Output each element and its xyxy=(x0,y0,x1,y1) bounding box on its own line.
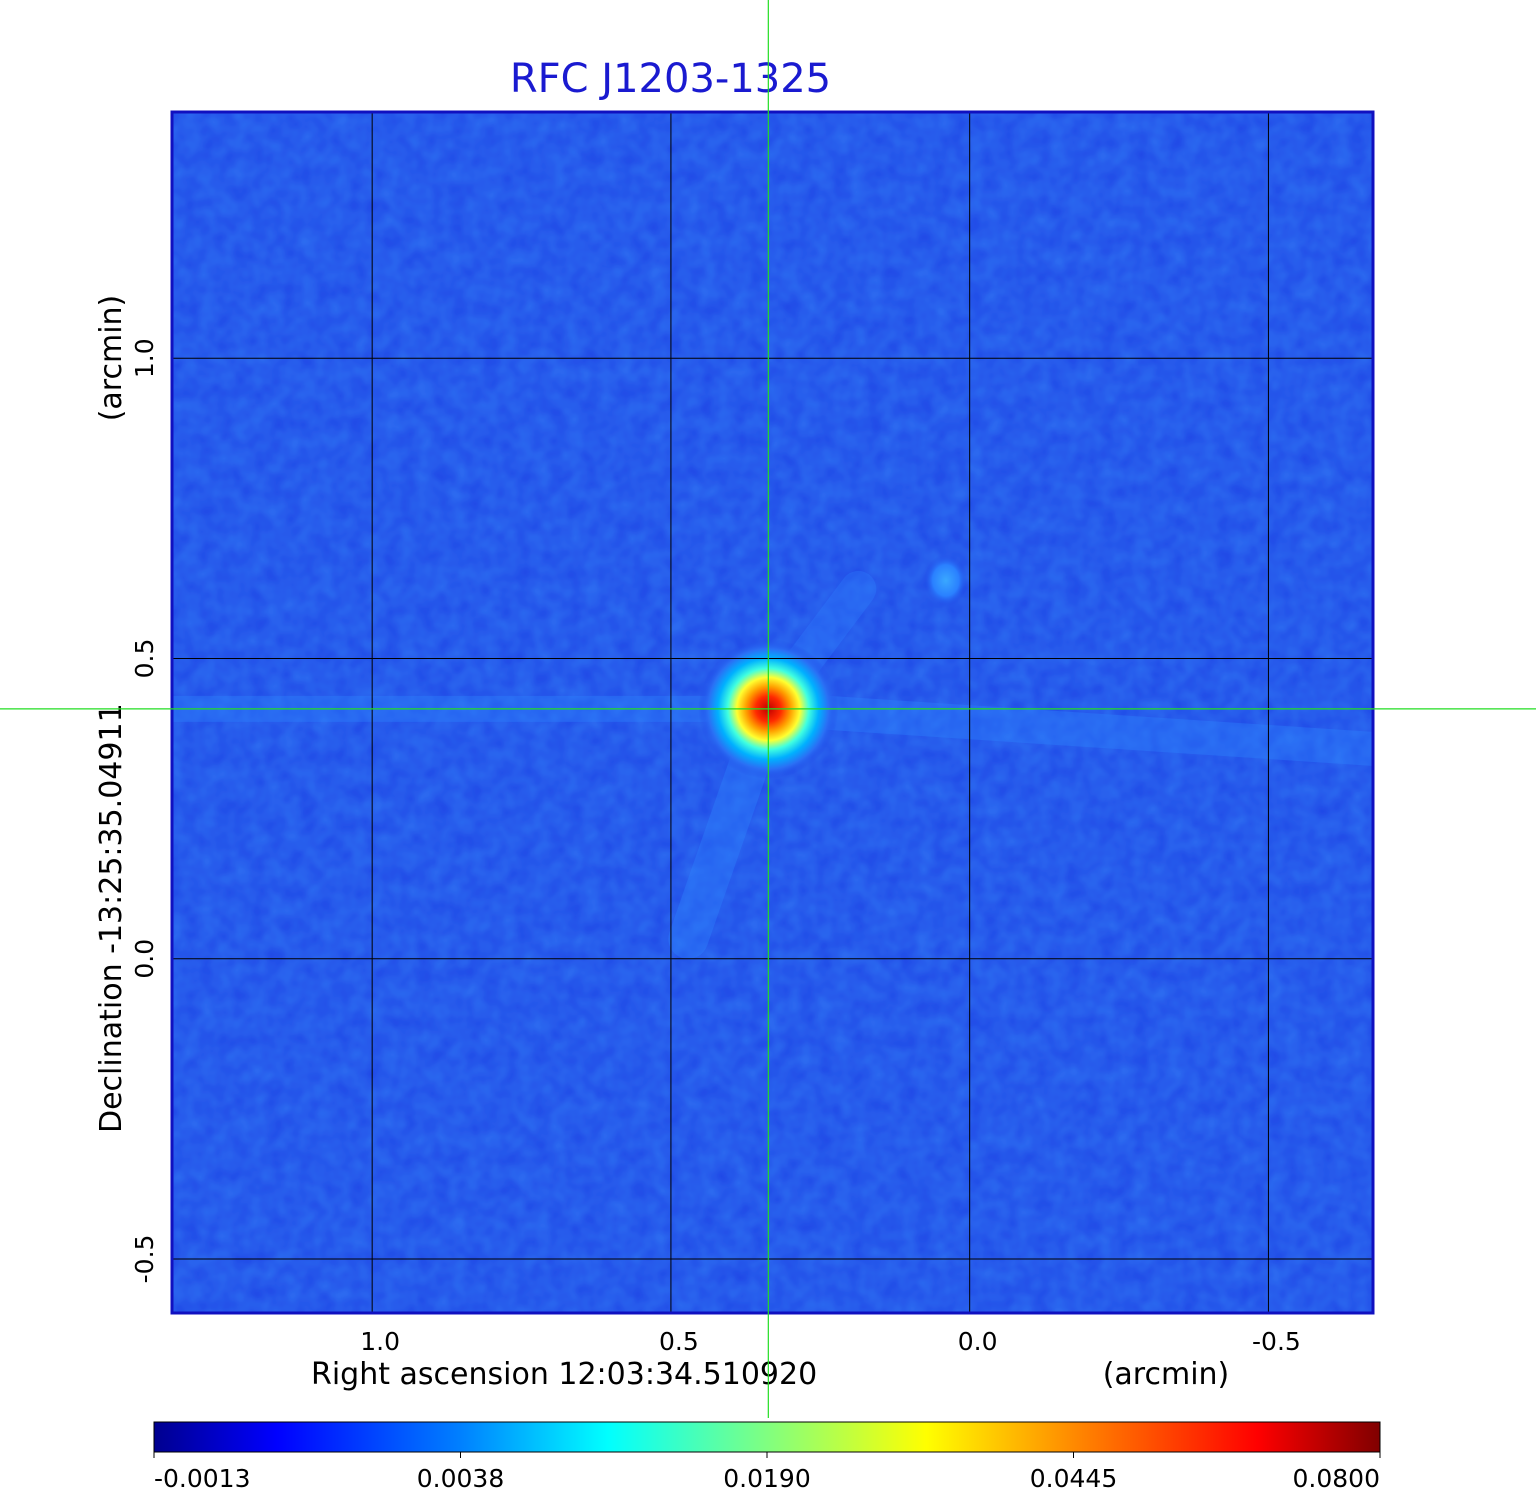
plot-frame xyxy=(170,110,1375,1315)
x-axis-label: Right ascension 12:03:34.510920 xyxy=(311,1357,817,1392)
x-tick-label: 0.0 xyxy=(958,1327,998,1356)
colorbar-tick-label: 0.0190 xyxy=(723,1464,810,1493)
x-tick-label: -0.5 xyxy=(1252,1327,1301,1356)
x-tick-label: 0.5 xyxy=(659,1327,699,1356)
crosshair xyxy=(0,0,1536,1418)
x-tick-label: 1.0 xyxy=(360,1327,400,1356)
y-tick-label: 1.0 xyxy=(130,338,159,378)
y-tick-label: 0.5 xyxy=(130,639,159,679)
x-tick-labels: 1.0 0.5 0.0 -0.5 xyxy=(360,1327,1301,1356)
colorbar xyxy=(153,1421,1381,1453)
colorbar-tick-label: 0.0038 xyxy=(417,1464,504,1493)
colorbar-tick-label: 0.0800 xyxy=(1293,1464,1380,1493)
y-axis-label: Declination -13:25:35.04911 xyxy=(94,703,129,1133)
plot-area xyxy=(172,112,1373,1313)
y-tick-label: 0.0 xyxy=(130,939,159,979)
x-axis-unit: (arcmin) xyxy=(1103,1357,1230,1392)
colorbar-tick-labels: -0.0013 0.0038 0.0190 0.0445 0.0800 xyxy=(153,1452,1381,1493)
colorbar-tick-label: 0.0445 xyxy=(1030,1464,1117,1493)
grid-lines xyxy=(172,112,1373,1313)
y-tick-label: -0.5 xyxy=(130,1235,159,1284)
chart-title: RFC J1203-1325 xyxy=(510,56,831,102)
y-tick-labels: 1.0 0.5 0.0 -0.5 xyxy=(130,338,159,1283)
y-axis-unit: (arcmin) xyxy=(94,295,129,422)
secondary-source xyxy=(923,554,968,607)
sidelobe-streak-1 xyxy=(751,691,1373,766)
colorbar-tick-label: -0.0013 xyxy=(154,1464,251,1493)
